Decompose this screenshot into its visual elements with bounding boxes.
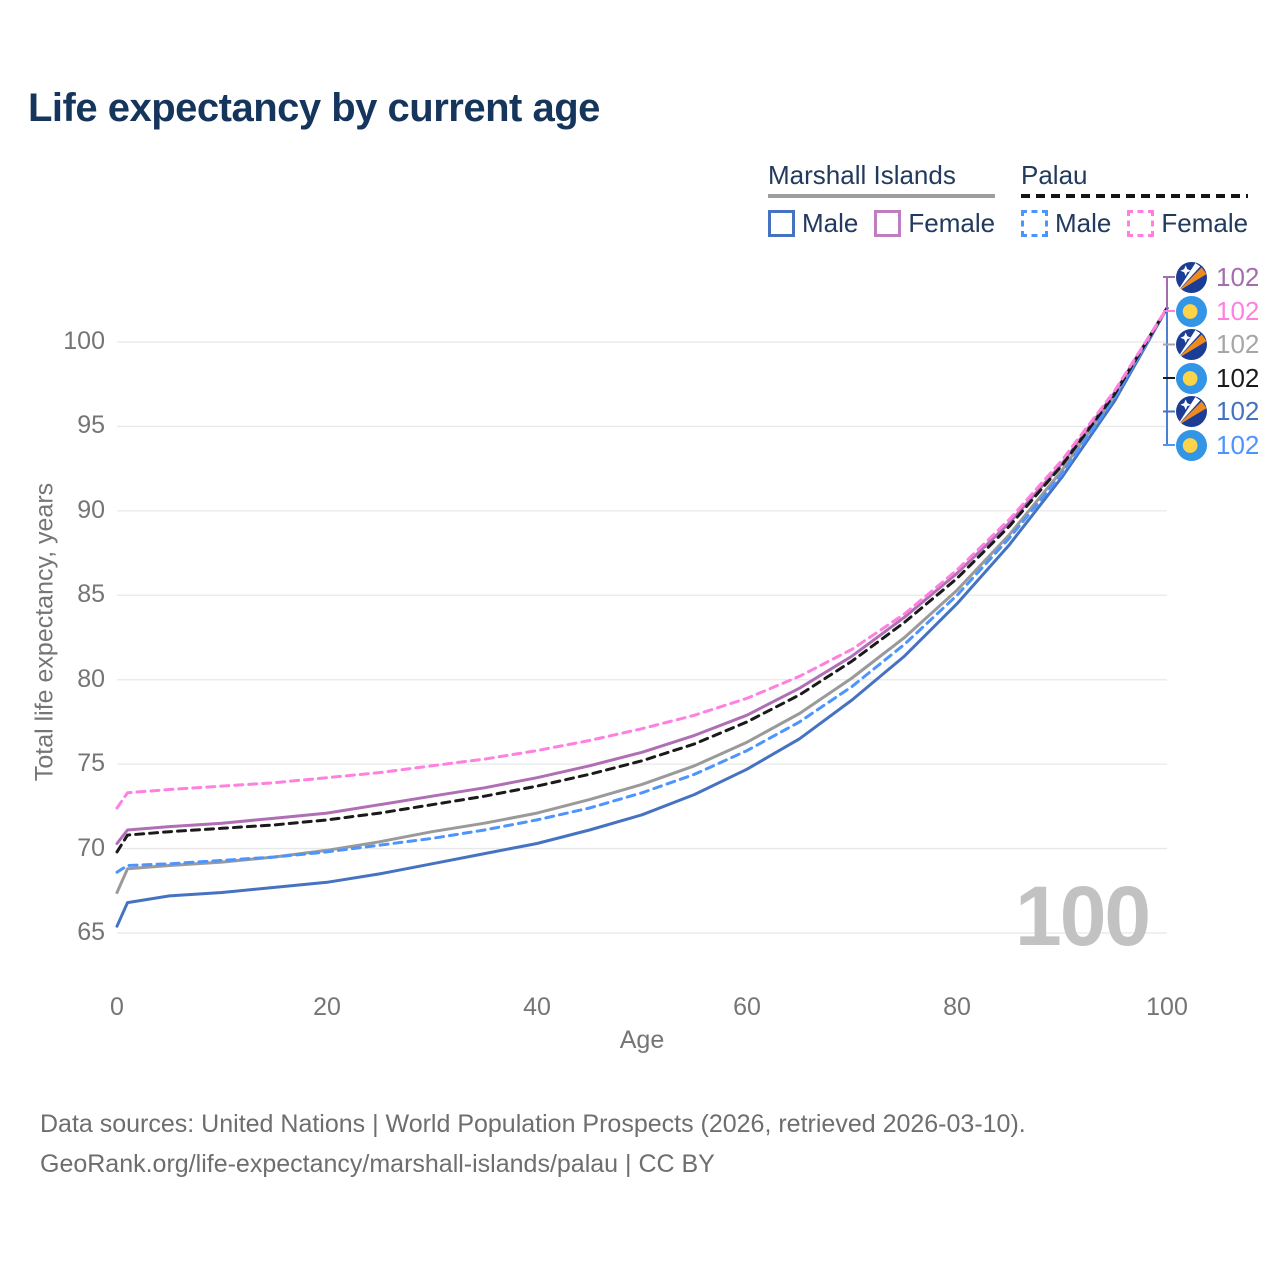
legend-swatch xyxy=(1127,210,1155,237)
x-tick-label: 100 xyxy=(1146,993,1188,1021)
y-tick-label: 65 xyxy=(77,918,105,946)
end-label-row: 102 xyxy=(1176,362,1259,394)
legend-group-marshall-islands: Marshall Islands Male Female xyxy=(768,160,996,239)
x-tick-label: 60 xyxy=(733,993,761,1021)
legend-group-title: Palau xyxy=(1021,160,1088,190)
legend-item-palau-female[interactable]: Female xyxy=(1127,208,1248,239)
leader-lines xyxy=(1163,276,1175,446)
x-tick-label: 20 xyxy=(313,993,341,1021)
y-tick-label: 80 xyxy=(77,664,105,693)
legend-item-label: Male xyxy=(1055,208,1112,238)
legend-underline xyxy=(1021,194,1249,198)
y-tick-label: 85 xyxy=(77,580,105,609)
age-watermark: 100 xyxy=(1015,869,1151,963)
y-tick-label: 95 xyxy=(77,411,105,440)
legend-item-label: Female xyxy=(908,208,996,238)
gridlines xyxy=(117,341,1167,934)
y-tick-label: 70 xyxy=(77,833,105,862)
end-label-row: 102 xyxy=(1176,396,1259,428)
end-label-value: 102 xyxy=(1216,396,1260,426)
series-line-mi_total xyxy=(115,306,1169,894)
end-label-row: 102 xyxy=(1176,295,1259,327)
marshall-islands-flag-icon xyxy=(1176,262,1207,293)
y-tick-label: 90 xyxy=(77,495,105,524)
series-line-palau_total xyxy=(115,306,1169,854)
end-label-value: 102 xyxy=(1216,295,1260,326)
series-line-palau_female xyxy=(115,306,1169,810)
footer-attribution: GeoRank.org/life-expectancy/marshall-isl… xyxy=(40,1150,715,1178)
end-label-value: 102 xyxy=(1216,429,1260,460)
series-line-palau_male xyxy=(115,306,1169,874)
legend-item-marshall-islands-male[interactable]: Male xyxy=(768,208,858,239)
palau-flag-icon xyxy=(1176,296,1207,327)
legend-item-marshall-islands-female[interactable]: Female xyxy=(874,208,995,239)
legend-swatch xyxy=(874,210,902,237)
palau-flag-icon xyxy=(1176,430,1207,461)
series-lines xyxy=(115,306,1169,928)
x-tick-label: 80 xyxy=(943,993,971,1021)
marshall-islands-flag-icon xyxy=(1176,396,1207,427)
x-axis-title: Age xyxy=(619,1026,665,1054)
y-tick-label: 75 xyxy=(77,749,105,778)
legend-items: Male Female xyxy=(768,208,995,239)
legend-swatch xyxy=(768,210,795,237)
legend-underline xyxy=(768,194,996,198)
y-axis-title: Total life expectancy, years xyxy=(30,482,59,782)
legend-group-title: Marshall Islands xyxy=(768,160,956,190)
legend-swatch xyxy=(1021,210,1048,237)
footer-data-sources: Data sources: United Nations | World Pop… xyxy=(40,1110,1026,1138)
marshall-islands-flag-icon xyxy=(1176,329,1207,360)
palau-flag-icon xyxy=(1176,363,1207,394)
end-label-value: 102 xyxy=(1216,329,1260,359)
legend-items: Male Female xyxy=(1021,208,1248,239)
end-label-row: 102 xyxy=(1176,261,1259,293)
legend-group-palau: Palau Male Female xyxy=(1021,160,1249,239)
end-label-value: 102 xyxy=(1216,362,1260,393)
y-tick-label: 100 xyxy=(63,327,105,355)
x-tick-label: 0 xyxy=(110,993,124,1021)
end-label-row: 102 xyxy=(1176,329,1259,361)
end-label-value: 102 xyxy=(1216,261,1260,292)
series-line-mi_female xyxy=(115,306,1169,845)
legend-item-label: Male xyxy=(802,208,859,238)
x-tick-label: 40 xyxy=(523,993,551,1021)
end-label-row: 102 xyxy=(1176,429,1259,461)
legend-item-palau-male[interactable]: Male xyxy=(1021,208,1111,239)
series-line-mi_male xyxy=(115,306,1169,928)
page-title: Life expectancy by current age xyxy=(28,86,600,130)
legend-item-label: Female xyxy=(1161,208,1249,238)
